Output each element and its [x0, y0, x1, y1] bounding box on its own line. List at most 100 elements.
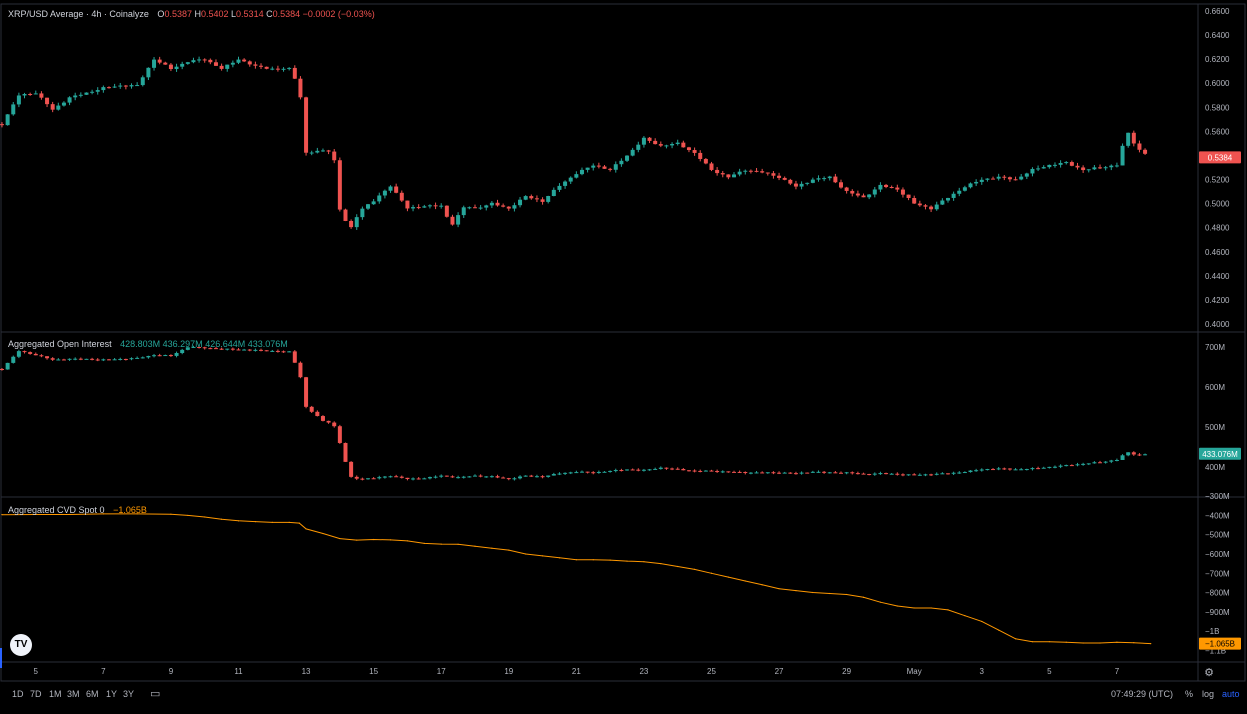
price-candle: [1036, 168, 1041, 170]
oi-candle: [692, 470, 697, 472]
cvd-point: [795, 590, 797, 592]
oi-candle: [84, 358, 89, 360]
price-candle: [720, 173, 725, 175]
cvd-last-label: −1.065B: [1205, 640, 1235, 649]
price-candle: [844, 187, 849, 191]
price-candle: [320, 150, 325, 152]
oi-candle: [456, 477, 461, 479]
utc-clock[interactable]: 07:49:29 (UTC): [1111, 689, 1174, 699]
cvd-point: [440, 543, 442, 545]
high-value: 0.5402: [200, 9, 229, 19]
cvd-point: [491, 547, 493, 549]
oi-candle: [472, 475, 477, 477]
timeframe-1m[interactable]: 1M: [49, 689, 62, 699]
cvd-point: [389, 539, 392, 541]
price-candle: [422, 206, 427, 208]
oi-candle: [996, 468, 1001, 470]
cvd-point: [693, 568, 696, 570]
price-last-label-bg: [1199, 151, 1241, 164]
chart-border: [0, 3, 1246, 682]
cvd-point: [136, 513, 138, 515]
oi-candle: [698, 470, 703, 472]
timeframe-3m[interactable]: 3M: [67, 689, 80, 699]
cvd-point: [298, 522, 300, 524]
price-legend: XRP/USD Average · 4h · Coinalyze O0.5387…: [8, 9, 375, 19]
price-candle: [1103, 167, 1108, 169]
price-candle: [50, 104, 55, 110]
cvd-point: [525, 553, 527, 555]
timeframe-6m[interactable]: 6M: [86, 689, 99, 699]
price-candle: [534, 198, 539, 200]
price-axis-tick: 0.6000: [1205, 79, 1230, 88]
cvd-point: [356, 539, 358, 541]
oi-candle: [73, 358, 78, 360]
gear-icon[interactable]: ⚙: [1204, 667, 1214, 679]
timeframe-1y[interactable]: 1Y: [106, 689, 118, 699]
cvd-point: [204, 516, 206, 518]
price-candle: [641, 137, 646, 145]
oi-candle: [579, 471, 584, 473]
oi-candle: [67, 358, 72, 360]
time-tick: 25: [707, 667, 716, 676]
price-candle: [326, 150, 331, 152]
price-candle: [968, 183, 973, 188]
price-candle: [5, 114, 10, 126]
price-candle: [1109, 165, 1114, 168]
price-candle: [287, 67, 292, 69]
tradingview-logo[interactable]: TV: [10, 634, 32, 656]
price-candle: [1024, 173, 1029, 177]
oi-candle: [945, 473, 950, 475]
oi-candle: [1007, 468, 1012, 470]
price-candle: [923, 205, 928, 207]
price-candle: [168, 64, 173, 70]
oi-candle: [489, 476, 494, 478]
oi-candle: [855, 473, 860, 475]
price-candle: [439, 205, 444, 207]
cvd-point: [457, 543, 459, 545]
timeframe-7d[interactable]: 7D: [30, 689, 42, 699]
cvd-point: [558, 557, 561, 559]
cvd-point: [187, 514, 189, 517]
date-range-icon[interactable]: ▭: [150, 688, 161, 700]
oi-candle: [95, 359, 100, 361]
oi-candle: [1086, 463, 1091, 465]
price-candle: [670, 143, 675, 146]
oi-candle: [298, 362, 303, 378]
price-candle: [501, 205, 506, 207]
oi-candle: [382, 476, 387, 478]
price-candle: [523, 196, 528, 200]
log-toggle[interactable]: log: [1202, 689, 1215, 699]
oi-title: Aggregated Open Interest: [8, 339, 112, 349]
percent-toggle[interactable]: %: [1185, 689, 1194, 699]
price-candle: [1137, 143, 1142, 150]
price-candle: [247, 61, 252, 65]
auto-toggle[interactable]: auto: [1222, 689, 1240, 699]
oi-candle: [275, 350, 280, 352]
oi-candle: [839, 472, 844, 474]
oi-candle: [670, 468, 675, 470]
price-candle: [805, 182, 810, 184]
oi-candle: [540, 476, 545, 478]
oi-candle: [450, 476, 455, 478]
oi-candle: [1098, 462, 1103, 464]
price-candle: [867, 194, 872, 198]
price-candle: [799, 183, 804, 187]
oi-candle: [39, 355, 44, 357]
cvd-point: [609, 559, 611, 561]
oi-candle: [180, 349, 185, 354]
timeframe-3y[interactable]: 3Y: [123, 689, 135, 699]
price-candle: [777, 175, 782, 178]
oi-candle: [264, 350, 269, 352]
oi-candle: [242, 349, 247, 351]
price-candle: [743, 170, 748, 172]
price-candle: [1075, 165, 1080, 168]
oi-candle: [625, 469, 630, 471]
oi-candle: [591, 472, 596, 474]
price-candle: [456, 215, 461, 225]
cvd-point: [592, 559, 594, 561]
oi-candle: [681, 469, 686, 471]
timeframe-1d[interactable]: 1D: [12, 689, 24, 699]
oi-candle: [551, 474, 556, 476]
oi-last-label-bg: [1199, 447, 1241, 460]
